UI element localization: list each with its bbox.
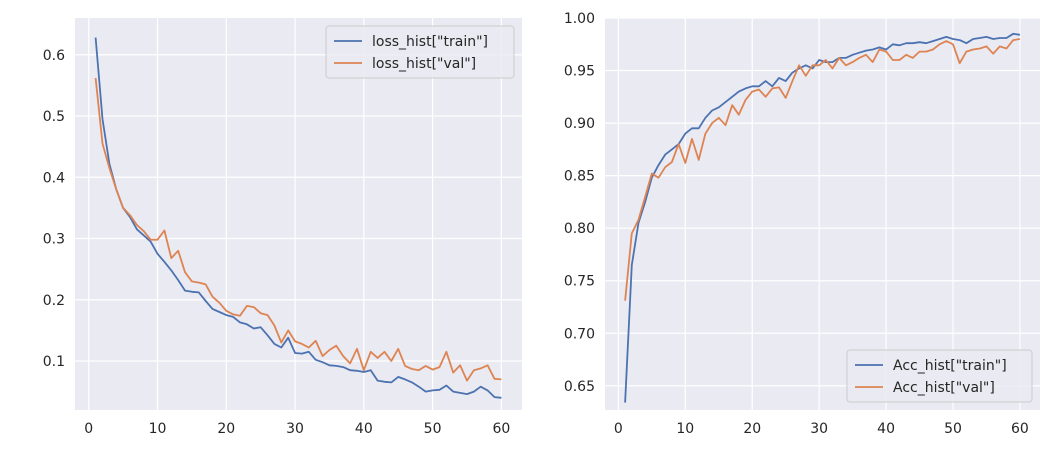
y-tick-label: 0.90 <box>564 116 595 132</box>
y-tick-label: 0.3 <box>43 232 65 248</box>
plot-area <box>605 18 1040 410</box>
series-line-val <box>624 38 1021 301</box>
y-tick-label: 0.1 <box>43 354 65 370</box>
y-tick-label: 0.2 <box>43 293 65 309</box>
x-tick-label: 30 <box>286 421 304 437</box>
series-line-val <box>94 77 502 382</box>
x-tick-label: 20 <box>743 421 761 437</box>
y-tick-label: 0.6 <box>43 48 65 64</box>
x-tick-label: 10 <box>149 421 167 437</box>
y-tick-label: 0.80 <box>564 221 595 237</box>
legend-box <box>846 349 1033 403</box>
y-tick-label: 0.75 <box>564 274 595 290</box>
y-tick-label: 0.70 <box>564 326 595 342</box>
legend-box <box>325 25 515 79</box>
chart-panel-1: 0 10 20 30 40 50 60 0.1 0.2 0.3 0.4 0.5 0.6 loss_hist… <box>43 18 522 437</box>
x-tick-label: 60 <box>1011 421 1029 437</box>
x-tick-label: 0 <box>84 421 93 437</box>
x-tick-label: 50 <box>944 421 962 437</box>
y-tick-label: 0.5 <box>43 109 65 125</box>
legend: loss_hist["train"] loss_hist["val"] <box>325 25 515 79</box>
x-tick-label: 30 <box>810 421 828 437</box>
x-tick-label: 60 <box>492 421 510 437</box>
y-tick-label: 0.4 <box>43 170 65 186</box>
legend-label: Acc_hist["val"] <box>893 380 995 396</box>
y-tick-label: 0.95 <box>564 64 595 80</box>
legend-label: loss_hist["val"] <box>372 56 476 72</box>
legend-label: loss_hist["train"] <box>372 34 488 50</box>
y-tick-label: 0.85 <box>564 169 595 185</box>
chart-panel-2: 0 10 20 30 40 50 60 0.65 0.70 0.75 0.80 0.85 0.90 0.9… <box>564 11 1040 437</box>
y-tick-label: 1.00 <box>564 11 595 27</box>
y-tick-label: 0.65 <box>564 379 595 395</box>
x-tick-label: 40 <box>355 421 373 437</box>
x-tick-label: 40 <box>877 421 895 437</box>
x-tick-label: 20 <box>217 421 235 437</box>
legend: Acc_hist["train"] Acc_hist["val"] <box>846 349 1033 403</box>
legend-label: Acc_hist["train"] <box>893 358 1007 374</box>
x-tick-label: 50 <box>424 421 442 437</box>
series-line-train <box>94 37 502 399</box>
plot-area <box>75 18 522 410</box>
x-tick-label: 10 <box>676 421 694 437</box>
x-tick-label: 0 <box>614 421 623 437</box>
series-line-train <box>624 32 1021 403</box>
